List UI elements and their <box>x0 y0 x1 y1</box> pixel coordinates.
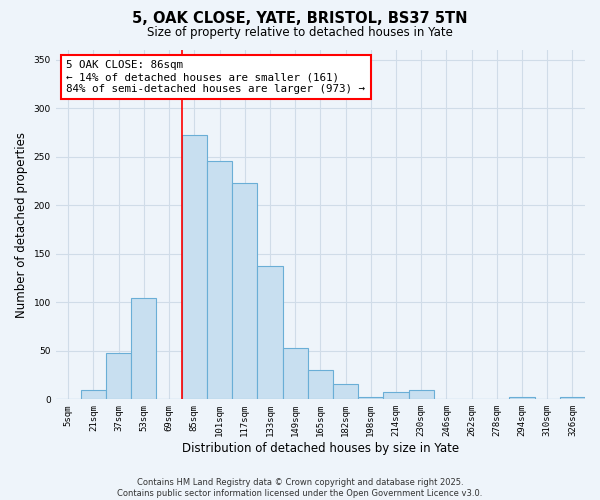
Bar <box>383 392 409 400</box>
Text: 5 OAK CLOSE: 86sqm
← 14% of detached houses are smaller (161)
84% of semi-detach: 5 OAK CLOSE: 86sqm ← 14% of detached hou… <box>66 60 365 94</box>
X-axis label: Distribution of detached houses by size in Yate: Distribution of detached houses by size … <box>182 442 459 455</box>
Bar <box>560 398 585 400</box>
Bar <box>81 390 106 400</box>
Bar <box>182 136 207 400</box>
Bar <box>283 348 308 400</box>
Bar <box>106 353 131 400</box>
Bar <box>308 370 333 400</box>
Bar <box>409 390 434 400</box>
Bar <box>257 266 283 400</box>
Y-axis label: Number of detached properties: Number of detached properties <box>15 132 28 318</box>
Text: Contains HM Land Registry data © Crown copyright and database right 2025.
Contai: Contains HM Land Registry data © Crown c… <box>118 478 482 498</box>
Text: 5, OAK CLOSE, YATE, BRISTOL, BS37 5TN: 5, OAK CLOSE, YATE, BRISTOL, BS37 5TN <box>132 11 468 26</box>
Bar <box>232 183 257 400</box>
Bar <box>509 398 535 400</box>
Bar <box>358 398 383 400</box>
Text: Size of property relative to detached houses in Yate: Size of property relative to detached ho… <box>147 26 453 39</box>
Bar <box>131 298 157 400</box>
Bar <box>333 384 358 400</box>
Bar <box>207 160 232 400</box>
